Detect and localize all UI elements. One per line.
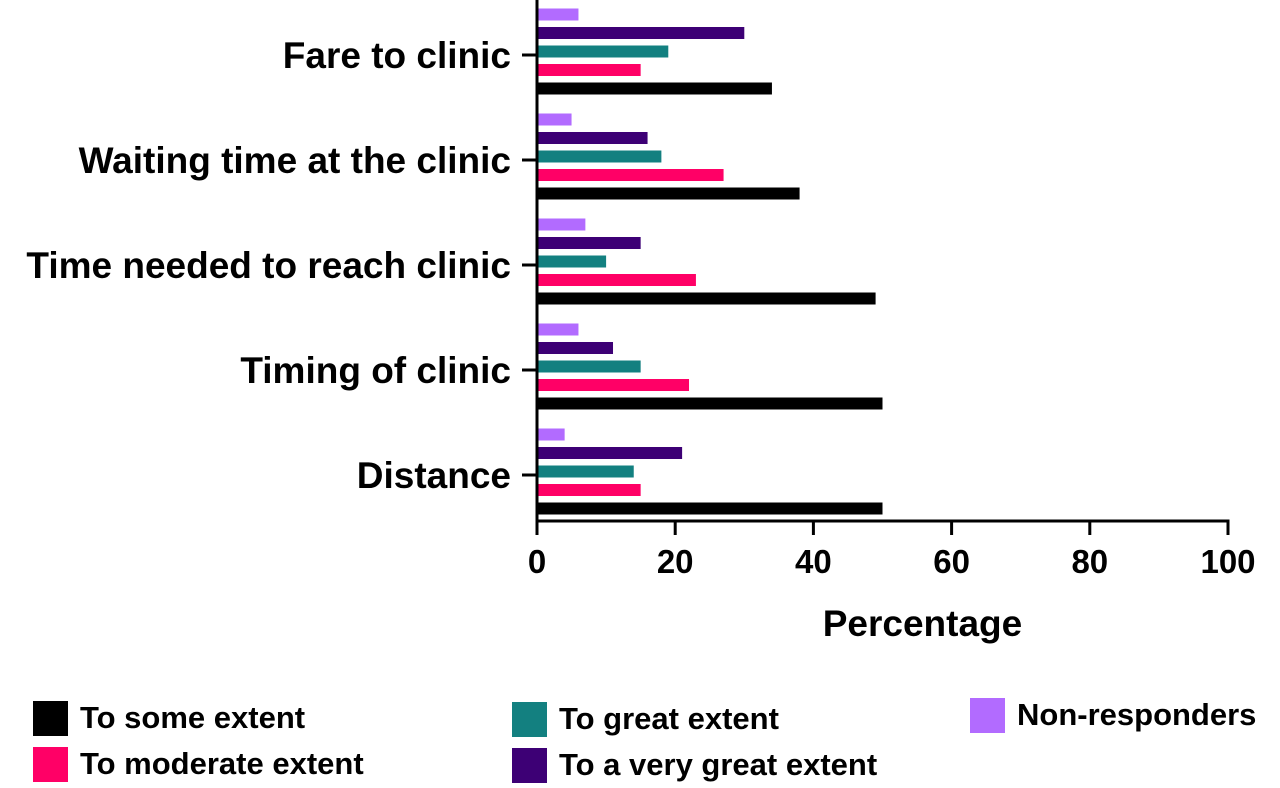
category-label: Fare to clinic: [283, 35, 511, 76]
x-ticks-group: 0 20 40 60 80 100: [528, 521, 1256, 580]
legend-label: To a very great extent: [559, 747, 878, 782]
y-ticks-group: Fare to clinic Waiting time at the clinic…: [26, 35, 537, 496]
legend-label: To great extent: [559, 701, 779, 736]
x-tick-label: 40: [795, 543, 832, 580]
x-tick-label: 100: [1200, 543, 1255, 580]
bar-non-responders-4: [537, 428, 565, 441]
bar-to-some-extent-2: [537, 292, 876, 305]
legend-item-to-great-extent: To great extent: [512, 701, 779, 737]
legend-item-non-responders: Non-responders: [970, 697, 1256, 733]
bar-non-responders-0: [537, 8, 579, 21]
legend-label: Non-responders: [1017, 697, 1257, 732]
bar-to-some-extent-4: [537, 502, 883, 515]
bar-to-some-extent-0: [537, 82, 772, 95]
legend-item-to-some-extent: To some extent: [33, 700, 305, 736]
legend-swatch: [33, 700, 68, 736]
x-tick-label: 60: [933, 543, 970, 580]
legend-swatch: [512, 701, 547, 737]
x-tick-label: 20: [657, 543, 694, 580]
x-axis-title: Percentage: [823, 603, 1023, 644]
bar-to-great-extent-0: [537, 45, 669, 58]
bar-to-great-extent-2: [537, 255, 607, 268]
bar-to-some-extent-3: [537, 397, 883, 410]
bar-to-moderate-extent-2: [537, 274, 696, 286]
category-label: Distance: [357, 455, 511, 496]
x-tick-label: 80: [1071, 543, 1108, 580]
legend-item-to-moderate-extent: To moderate extent: [33, 746, 364, 782]
category-label: Time needed to reach clinic: [26, 245, 511, 286]
bar-non-responders-1: [537, 113, 572, 126]
legend-label: To some extent: [80, 700, 306, 735]
legend-swatch: [970, 697, 1005, 733]
bar-to-a-very-great-extent-0: [537, 27, 745, 39]
bar-to-moderate-extent-0: [537, 64, 641, 76]
bar-to-a-very-great-extent-4: [537, 447, 683, 459]
bar-to-some-extent-1: [537, 187, 800, 200]
category-label: Timing of clinic: [240, 350, 511, 391]
bar-to-a-very-great-extent-1: [537, 132, 648, 144]
legend-swatch: [512, 747, 547, 783]
bar-non-responders-2: [537, 218, 586, 231]
bars-group: [537, 8, 883, 515]
bar-to-a-very-great-extent-3: [537, 342, 614, 354]
category-label: Waiting time at the clinic: [79, 140, 511, 181]
bar-to-great-extent-4: [537, 465, 634, 478]
legend-label: To moderate extent: [80, 746, 364, 781]
bar-to-moderate-extent-3: [537, 379, 690, 391]
bar-to-moderate-extent-4: [537, 484, 641, 496]
bar-to-a-very-great-extent-2: [537, 237, 641, 249]
legend-swatch: [33, 746, 68, 782]
legend-item-to-a-very-great-extent: To a very great extent: [512, 747, 877, 783]
bar-to-moderate-extent-1: [537, 169, 724, 181]
bar-to-great-extent-1: [537, 150, 662, 163]
x-tick-label: 0: [528, 543, 546, 580]
bar-to-great-extent-3: [537, 360, 641, 373]
bar-non-responders-3: [537, 323, 579, 336]
